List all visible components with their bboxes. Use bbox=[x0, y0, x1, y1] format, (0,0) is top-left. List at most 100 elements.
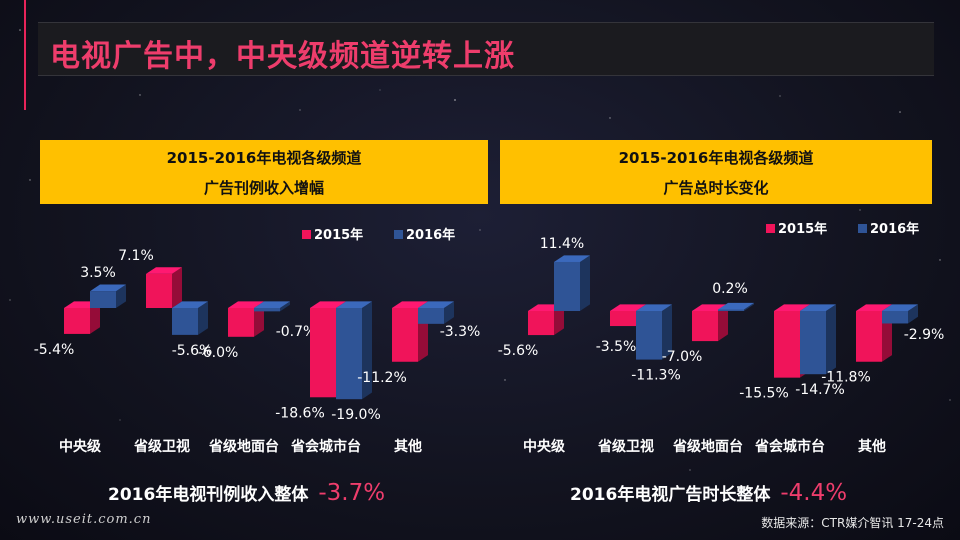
right-value-label-2015-4: -11.8% bbox=[821, 370, 871, 386]
left-bar-2016-4-top bbox=[418, 301, 454, 308]
left-category-label-4: 其他 bbox=[394, 438, 422, 455]
left-summary-value: -3.7% bbox=[318, 480, 386, 506]
right-bar-2016-4-top bbox=[882, 304, 918, 311]
right-value-label-2015-0: -5.6% bbox=[498, 343, 539, 359]
right-value-label-2015-2: -7.0% bbox=[662, 349, 703, 365]
left-chart-header: 2015-2016年电视各级频道 广告刊例收入增幅 bbox=[40, 140, 488, 204]
left-bar-2016-4 bbox=[418, 308, 444, 324]
left-bar-2016-1 bbox=[172, 308, 198, 335]
right-value-label-2016-0: 11.4% bbox=[540, 236, 584, 252]
left-bar-2015-1-side bbox=[172, 267, 182, 308]
right-category-label-4: 其他 bbox=[858, 438, 886, 455]
left-bar-2016-3 bbox=[336, 308, 362, 400]
left-bar-2015-0 bbox=[64, 308, 90, 334]
left-chart-title-line2: 广告刊例收入增幅 bbox=[203, 179, 324, 197]
left-value-label-2015-0: -5.4% bbox=[34, 342, 75, 358]
right-bar-2016-3-top bbox=[800, 304, 836, 311]
title-accent-line bbox=[24, 0, 26, 110]
left-bar-2015-3 bbox=[310, 308, 336, 398]
title-bar: 电视广告中，中央级频道逆转上涨 bbox=[38, 22, 934, 76]
right-bar-2016-3 bbox=[800, 311, 826, 375]
left-bar-2016-2-top bbox=[254, 301, 290, 308]
left-bar-2016-2 bbox=[254, 308, 280, 312]
right-bar-2015-2-side bbox=[718, 304, 728, 342]
left-bar-2016-1-side bbox=[198, 301, 208, 335]
left-value-label-2015-1: 7.1% bbox=[118, 248, 154, 264]
left-bar-2015-1 bbox=[146, 273, 172, 308]
right-value-label-2015-3: -15.5% bbox=[739, 386, 789, 402]
right-legend-swatch-1 bbox=[858, 224, 867, 233]
right-bar-2016-1-top bbox=[636, 304, 672, 311]
right-summary-value: -4.4% bbox=[780, 480, 848, 506]
left-legend-swatch-1 bbox=[394, 230, 403, 239]
left-bar-2015-2-top bbox=[228, 301, 264, 308]
right-bar-2016-0-top bbox=[554, 255, 590, 262]
left-bar-2015-3-top bbox=[310, 301, 346, 308]
right-bar-2015-2 bbox=[692, 311, 718, 342]
left-value-label-2016-4: -3.3% bbox=[440, 324, 481, 340]
left-summary-label: 2016年电视刊例收入整体 bbox=[108, 485, 309, 505]
right-value-label-2016-2: 0.2% bbox=[712, 281, 748, 297]
left-bar-2016-4-side bbox=[444, 301, 454, 324]
right-bar-2015-1 bbox=[610, 311, 636, 327]
right-category-label-1: 省级卫视 bbox=[597, 438, 654, 455]
right-bar-2016-4 bbox=[882, 311, 908, 324]
left-legend-swatch-0 bbox=[302, 230, 311, 239]
right-bar-2015-1-top bbox=[610, 304, 646, 311]
left-bar-2015-0-side bbox=[90, 301, 100, 334]
left-value-label-2016-2: -0.7% bbox=[276, 324, 317, 340]
left-bar-2016-0 bbox=[90, 291, 116, 308]
right-bar-2016-2-side bbox=[744, 302, 754, 311]
right-value-label-2016-1: -11.3% bbox=[631, 368, 681, 384]
left-value-label-2015-2: -6.0% bbox=[198, 345, 239, 361]
left-bar-2016-0-side bbox=[116, 284, 126, 308]
left-summary: 2016年电视刊例收入整体 -3.7% bbox=[108, 480, 385, 506]
left-value-label-2016-0: 3.5% bbox=[80, 265, 116, 281]
watermark: www.useit.com.cn bbox=[16, 512, 152, 527]
left-value-label-2015-3: -18.6% bbox=[275, 405, 325, 421]
right-legend-label-1: 2016年 bbox=[870, 221, 919, 237]
left-bar-2016-0-top bbox=[90, 284, 126, 292]
left-category-label-0: 中央级 bbox=[59, 438, 102, 455]
right-legend-label-0: 2015年 bbox=[778, 221, 827, 237]
right-chart-header: 2015-2016年电视各级频道 广告总时长变化 bbox=[500, 140, 932, 204]
left-category-label-1: 省级卫视 bbox=[133, 438, 190, 455]
left-bar-2015-4 bbox=[392, 308, 418, 362]
right-bar-2016-0 bbox=[554, 261, 580, 311]
right-bar-2016-2-top bbox=[718, 302, 754, 310]
right-chart-title-line1: 2015-2016年电视各级频道 bbox=[618, 149, 814, 167]
right-bar-2015-0 bbox=[528, 311, 554, 336]
source-note: 数据来源：CTR媒介智讯 17-24点 bbox=[761, 516, 944, 530]
right-summary-label: 2016年电视广告时长整体 bbox=[570, 485, 771, 505]
right-value-label-2016-3: -14.7% bbox=[795, 382, 845, 398]
left-legend-label-0: 2015年 bbox=[314, 227, 363, 243]
left-category-label-2: 省级地面台 bbox=[208, 438, 279, 455]
left-chart-title-line1: 2015-2016年电视各级频道 bbox=[166, 149, 362, 167]
right-bar-2016-0-side bbox=[580, 255, 590, 311]
right-bar-2016-1-side bbox=[662, 304, 672, 360]
left-value-label-2015-4: -11.2% bbox=[357, 370, 407, 386]
right-legend-swatch-0 bbox=[766, 224, 775, 233]
left-value-label-2016-3: -19.0% bbox=[331, 407, 381, 423]
right-bar-2016-2 bbox=[718, 309, 744, 311]
right-category-label-2: 省级地面台 bbox=[672, 438, 743, 455]
left-category-label-3: 省会城市台 bbox=[290, 438, 361, 455]
right-bar-2016-1 bbox=[636, 311, 662, 360]
right-bar-2015-0-side bbox=[554, 304, 564, 336]
left-legend-label-1: 2016年 bbox=[406, 227, 455, 243]
right-bar-2015-4 bbox=[856, 311, 882, 362]
left-bar-2015-2 bbox=[228, 308, 254, 337]
right-value-label-2015-1: -3.5% bbox=[596, 339, 637, 355]
right-bar-2015-4-top bbox=[856, 304, 892, 311]
left-bar-2016-3-side bbox=[362, 301, 372, 400]
page-title: 电视广告中，中央级频道逆转上涨 bbox=[50, 39, 515, 74]
left-value-label-2016-1: -5.6% bbox=[172, 343, 213, 359]
left-bar-2016-1-top bbox=[172, 301, 208, 308]
right-bar-2016-4-side bbox=[908, 304, 918, 324]
right-value-label-2016-4: -2.9% bbox=[904, 327, 945, 343]
left-bar-2016-2-side bbox=[280, 301, 290, 312]
left-bar-2015-1-top bbox=[146, 267, 182, 274]
right-category-label-3: 省会城市台 bbox=[754, 438, 825, 455]
left-bar-2015-4-top bbox=[392, 301, 428, 308]
